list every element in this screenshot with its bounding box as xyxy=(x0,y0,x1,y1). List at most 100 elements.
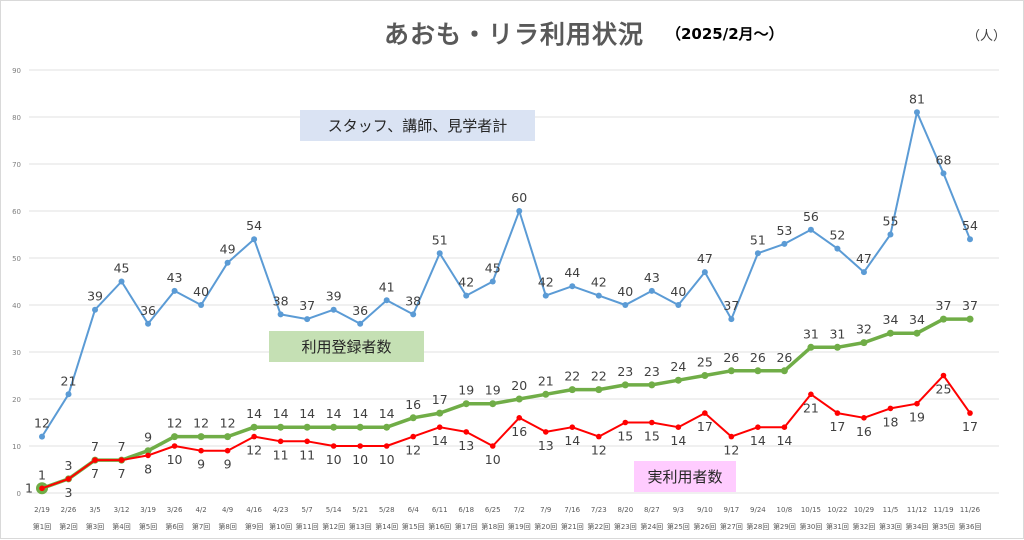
x-tick-session: 第32回 xyxy=(852,522,875,531)
data-point xyxy=(860,269,867,276)
x-tick-date: 10/15 xyxy=(801,506,821,514)
data-label: 81 xyxy=(909,91,925,106)
x-tick-date: 7/23 xyxy=(591,506,607,514)
data-point xyxy=(330,306,337,313)
data-point xyxy=(39,485,45,492)
x-tick-date: 9/24 xyxy=(750,506,766,514)
data-point xyxy=(462,400,470,408)
data-point xyxy=(648,287,655,294)
x-tick-date: 7/9 xyxy=(540,506,551,514)
data-label: 38 xyxy=(405,293,421,308)
x-tick-session: 第1回 xyxy=(33,522,51,531)
x-tick-session: 第4回 xyxy=(112,522,130,531)
data-label: 23 xyxy=(644,364,660,379)
data-label: 12 xyxy=(193,416,209,431)
x-tick-session: 第33回 xyxy=(879,522,902,531)
data-point xyxy=(198,447,204,454)
x-tick-date: 11/26 xyxy=(960,506,981,514)
data-point xyxy=(542,429,549,435)
x-axis-tick-labels: 2/19 第1回 2/26 第2回 3/5 第3回 3/12 第4回 3/19 第5回 3/26 第6… xyxy=(33,506,982,531)
data-point xyxy=(277,423,285,431)
x-tick-date: 4/23 xyxy=(273,506,289,514)
y-tick-label: 90 xyxy=(12,67,21,75)
data-label: 10 xyxy=(352,452,368,467)
data-label: 14 xyxy=(564,433,580,448)
data-label: 39 xyxy=(326,289,342,304)
y-tick-label: 30 xyxy=(12,349,21,357)
data-label: 22 xyxy=(591,369,607,384)
data-point xyxy=(940,170,947,177)
data-label: 7 xyxy=(91,466,99,481)
data-point xyxy=(886,329,894,337)
data-label: 12 xyxy=(246,443,262,458)
x-tick-session: 第18回 xyxy=(481,522,504,531)
data-point xyxy=(727,367,735,375)
data-label: 44 xyxy=(564,265,580,280)
data-label: 51 xyxy=(750,232,766,247)
data-point xyxy=(489,400,497,408)
data-label: 16 xyxy=(511,424,527,439)
x-tick-date: 5/28 xyxy=(379,506,395,514)
x-tick-session: 第12回 xyxy=(322,522,345,531)
data-point xyxy=(436,250,443,257)
data-label: 11 xyxy=(299,447,315,462)
data-point xyxy=(542,390,550,398)
x-tick-session: 第5回 xyxy=(139,522,157,531)
x-tick-date: 10/29 xyxy=(854,506,874,514)
data-label: 3 xyxy=(65,458,73,473)
data-label: 37 xyxy=(723,298,739,313)
x-tick-date: 7/16 xyxy=(564,506,580,514)
data-point xyxy=(436,424,443,431)
data-label: 14 xyxy=(352,406,368,421)
data-label: 7 xyxy=(118,439,126,454)
data-point xyxy=(701,372,709,379)
data-label: 10 xyxy=(167,452,183,467)
data-point xyxy=(92,457,98,463)
x-tick-session: 第9回 xyxy=(245,522,263,531)
data-label: 37 xyxy=(299,298,315,313)
data-label: 21 xyxy=(803,400,819,415)
data-point xyxy=(489,443,496,449)
data-label: 13 xyxy=(458,438,474,453)
data-label: 55 xyxy=(883,214,899,229)
x-tick-session: 第23回 xyxy=(614,522,637,531)
data-point xyxy=(383,297,390,304)
x-tick-session: 第21回 xyxy=(561,522,584,531)
x-tick-date: 9/3 xyxy=(673,506,684,514)
x-tick-date: 2/26 xyxy=(61,506,77,514)
data-point xyxy=(410,311,417,318)
data-point xyxy=(754,250,761,257)
data-point xyxy=(833,343,841,351)
data-label: 19 xyxy=(458,383,474,398)
x-tick-date: 10/8 xyxy=(777,506,793,514)
data-point xyxy=(250,423,258,431)
data-point xyxy=(145,452,151,459)
data-point xyxy=(383,443,390,449)
data-point xyxy=(171,287,178,294)
data-label: 34 xyxy=(883,312,899,327)
data-point xyxy=(145,320,152,327)
series-total xyxy=(39,109,973,440)
x-tick-date: 7/2 xyxy=(514,506,525,514)
data-point xyxy=(515,395,523,403)
data-label: 9 xyxy=(224,457,232,472)
data-point xyxy=(568,386,576,394)
data-point xyxy=(807,343,815,351)
data-label: 42 xyxy=(538,275,554,290)
legend-registered-users: 利用登録者数 xyxy=(269,331,424,362)
x-tick-date: 11/12 xyxy=(907,506,927,514)
data-point xyxy=(781,240,788,247)
data-label: 54 xyxy=(246,218,262,233)
data-point xyxy=(939,315,947,323)
data-label: 47 xyxy=(697,251,713,266)
data-label: 14 xyxy=(750,433,766,448)
data-point xyxy=(516,208,523,214)
data-point xyxy=(357,443,363,449)
data-label: 24 xyxy=(670,359,686,374)
data-label: 37 xyxy=(936,298,952,313)
x-tick-date: 3/5 xyxy=(89,506,100,514)
data-point xyxy=(304,316,311,323)
data-point xyxy=(728,316,735,323)
data-label: 47 xyxy=(856,251,872,266)
data-label: 3 xyxy=(65,485,73,500)
